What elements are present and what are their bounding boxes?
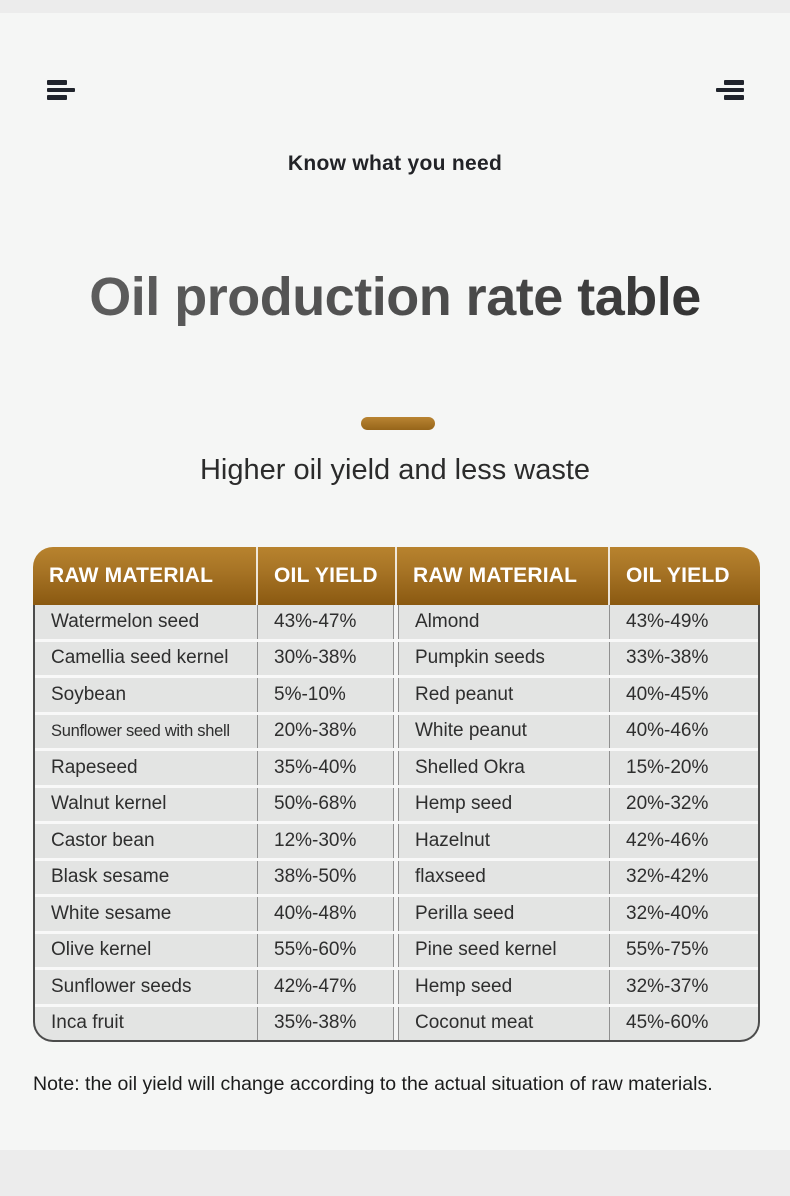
table-cell-material: Inca fruit — [35, 1006, 258, 1040]
table-cell-yield: 42%-47% — [258, 970, 394, 1004]
table-row: Rapeseed 35%-40% Shelled Okra 15%-20% — [35, 748, 758, 785]
menu-bar — [716, 87, 744, 92]
accent-divider-pill — [361, 417, 435, 430]
table-cell-yield: 40%-45% — [626, 683, 709, 705]
menu-bar — [47, 95, 67, 100]
table-cell-material: Rapeseed — [35, 751, 258, 785]
table-cell-material: Pine seed kernel — [399, 933, 610, 967]
table-row: Blask sesame 38%-50% flaxseed 32%-42% — [35, 857, 758, 894]
table-row: Watermelon seed 43%-47% Almond 43%-49% — [35, 605, 758, 639]
note-text: Note: the oil yield will change accordin… — [33, 1073, 713, 1095]
table-cell-yield: 50%-68% — [258, 787, 394, 821]
table-cell-yield: 55%-75% — [626, 939, 709, 961]
table-cell-material: Hazelnut — [399, 824, 610, 858]
table-cell-yield: 43%-49% — [626, 610, 709, 632]
table-cell-yield: 32%-42% — [626, 866, 709, 888]
column-gap-divider — [394, 970, 399, 1004]
table-row: Walnut kernel 50%-68% Hemp seed 20%-32% — [35, 784, 758, 821]
table-body: Watermelon seed 43%-47% Almond 43%-49% Camel… — [33, 605, 760, 1042]
table-cell-yield: 5%-10% — [258, 678, 394, 712]
table-row: Soybean 5%-10% Red peanut 40%-45% — [35, 675, 758, 712]
table-cell-yield: 20%-32% — [626, 793, 709, 815]
table-cell-material: Coconut meat — [399, 1006, 610, 1040]
menu-icon-right[interactable] — [716, 80, 744, 100]
table-row: Olive kernel 55%-60% Pine seed kernel 55%-7… — [35, 930, 758, 967]
table-row: Sunflower seeds 42%-47% Hemp seed 32%-37% — [35, 967, 758, 1004]
table-cell-yield: 12%-30% — [258, 824, 394, 858]
table-cell-yield: 40%-46% — [626, 720, 709, 742]
table-cell-material: Walnut kernel — [35, 787, 258, 821]
column-gap-divider — [394, 751, 399, 785]
table-cell-material: Sunflower seed with shell — [35, 714, 258, 748]
table-cell-yield: 32%-40% — [626, 902, 709, 924]
table-cell-material: Soybean — [35, 678, 258, 712]
table-cell-yield: 38%-50% — [258, 860, 394, 894]
table-cell-material: Castor bean — [35, 824, 258, 858]
column-gap-divider — [394, 678, 399, 712]
table-cell-material: Watermelon seed — [35, 605, 258, 639]
table-row: Camellia seed kernel 30%-38% Pumpkin seeds… — [35, 638, 758, 675]
table-cell-material: Camellia seed kernel — [35, 641, 258, 675]
page-title: Oil production rate table — [0, 266, 790, 328]
header-oil-yield-1: OIL YIELD — [258, 547, 397, 605]
table-cell-yield: 33%-38% — [626, 647, 709, 669]
table-header-row: RAW MATERIAL OIL YIELD RAW MATERIAL OIL … — [33, 547, 760, 605]
table-cell-material: Olive kernel — [35, 933, 258, 967]
table-cell-material: Sunflower seeds — [35, 970, 258, 1004]
menu-bar — [47, 87, 75, 92]
table-cell-yield: 32%-37% — [626, 975, 709, 997]
column-gap-divider — [394, 714, 399, 748]
table-cell-material: Almond — [399, 605, 610, 639]
bottom-border-band — [0, 1150, 790, 1196]
table-cell-yield: 35%-40% — [258, 751, 394, 785]
menu-icon-left[interactable] — [47, 80, 75, 100]
table-cell-material: White sesame — [35, 897, 258, 931]
column-gap-divider — [394, 605, 399, 639]
subtitle: Higher oil yield and less waste — [199, 454, 591, 486]
column-gap-divider — [394, 787, 399, 821]
table-row: Sunflower seed with shell 20%-38% White pe… — [35, 711, 758, 748]
column-gap-divider — [394, 933, 399, 967]
table-cell-material: Pumpkin seeds — [399, 641, 610, 675]
table-cell-yield: 40%-48% — [258, 897, 394, 931]
table-cell-yield: 42%-46% — [626, 829, 709, 851]
table-cell-yield: 15%-20% — [626, 756, 709, 778]
menu-bar — [47, 80, 67, 85]
oil-yield-table: RAW MATERIAL OIL YIELD RAW MATERIAL OIL … — [33, 547, 760, 1042]
table-cell-material: Perilla seed — [399, 897, 610, 931]
header-oil-yield-2: OIL YIELD — [626, 564, 730, 587]
column-gap-divider — [394, 641, 399, 675]
table-cell-yield: 20%-38% — [258, 714, 394, 748]
table-cell-yield: 55%-60% — [258, 933, 394, 967]
table-cell-material: Red peanut — [399, 678, 610, 712]
table-cell-material: flaxseed — [399, 860, 610, 894]
column-gap-divider — [394, 824, 399, 858]
table-cell-yield: 30%-38% — [258, 641, 394, 675]
top-border-band — [0, 0, 790, 13]
header-raw-material-1: RAW MATERIAL — [33, 547, 258, 605]
table-cell-material: Hemp seed — [399, 970, 610, 1004]
column-gap-divider — [394, 860, 399, 894]
table-cell-material: White peanut — [399, 714, 610, 748]
table-cell-yield: 45%-60% — [626, 1012, 709, 1034]
menu-bar — [724, 95, 744, 100]
table-cell-material: Blask sesame — [35, 860, 258, 894]
table-row: Castor bean 12%-30% Hazelnut 42%-46% — [35, 821, 758, 858]
column-gap-divider — [394, 1006, 399, 1040]
table-cell-material: Shelled Okra — [399, 751, 610, 785]
table-row: Inca fruit 35%-38% Coconut meat 45%-60% — [35, 1003, 758, 1040]
menu-bar — [724, 80, 744, 85]
table-cell-yield: 43%-47% — [258, 605, 394, 639]
tagline: Know what you need — [287, 152, 503, 175]
table-row: White sesame 40%-48% Perilla seed 32%-40% — [35, 894, 758, 931]
table-cell-material: Hemp seed — [399, 787, 610, 821]
header-raw-material-2: RAW MATERIAL — [397, 547, 610, 605]
table-cell-yield: 35%-38% — [258, 1006, 394, 1040]
column-gap-divider — [394, 897, 399, 931]
